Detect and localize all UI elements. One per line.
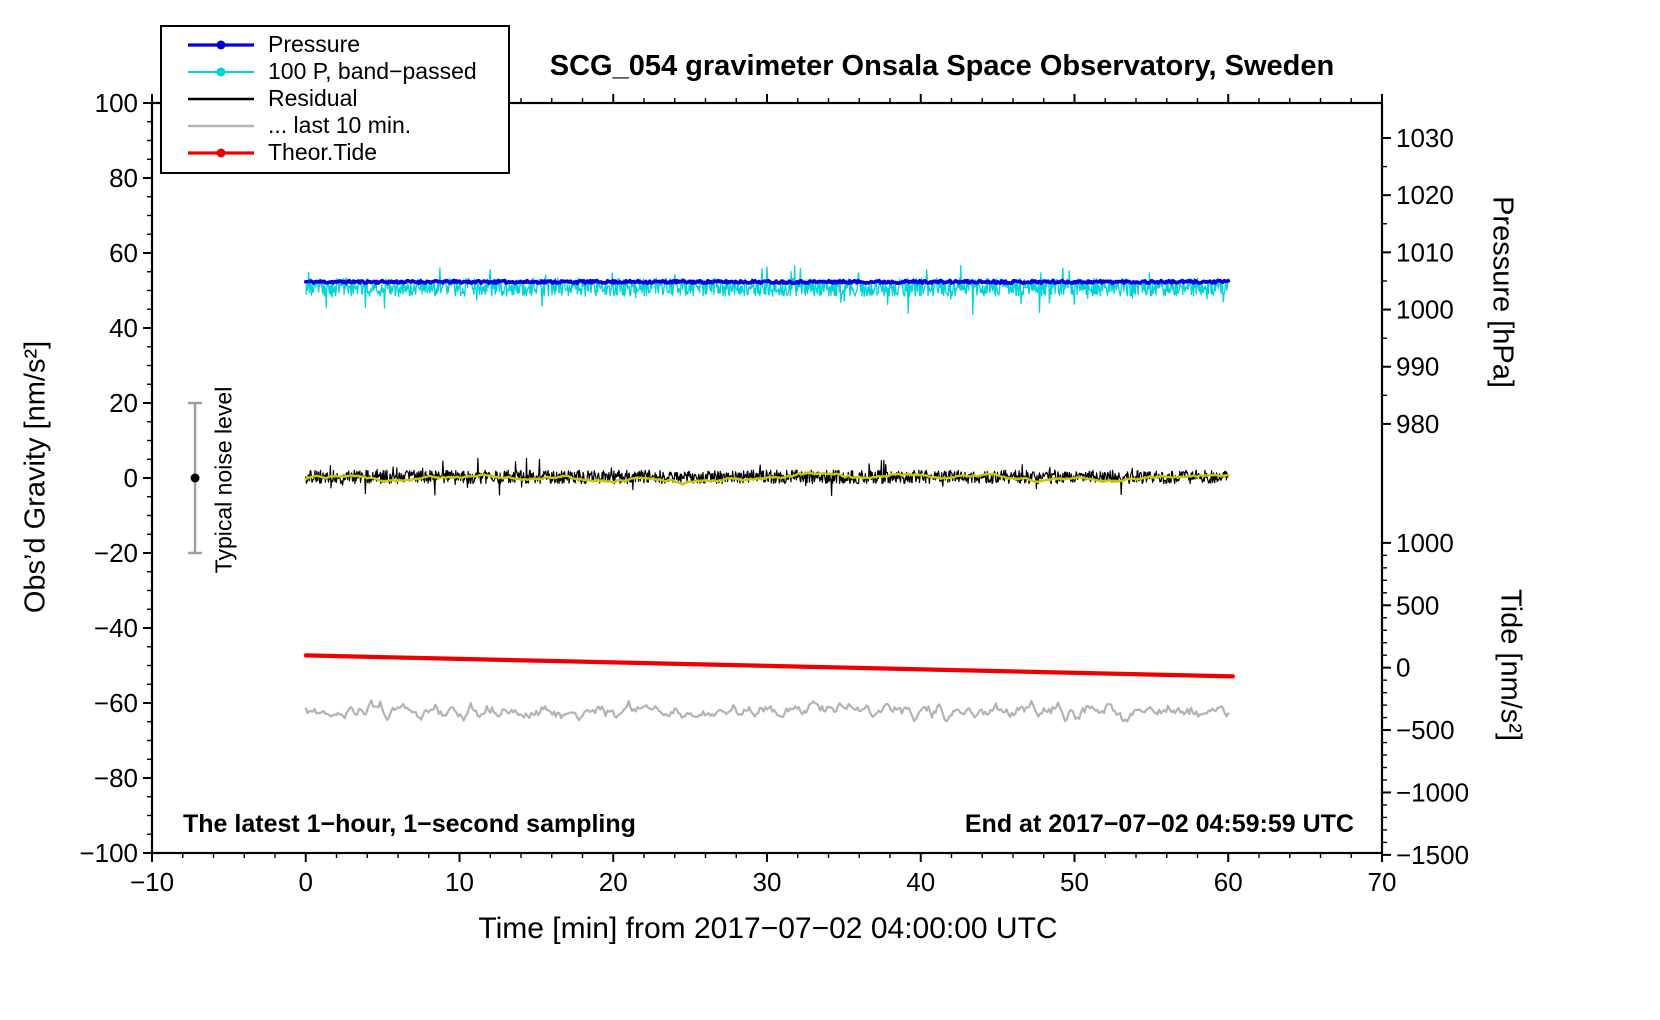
series-residual-low-passed: [304, 471, 1230, 486]
x-tick-label: 70: [1368, 867, 1397, 897]
gravity-tick-label: −20: [94, 538, 138, 568]
x-tick-label: 30: [753, 867, 782, 897]
tide-tick-label: 1000: [1396, 528, 1454, 558]
x-tick-label: 10: [445, 867, 474, 897]
legend-item-label: Residual: [268, 85, 358, 111]
legend-item-label: Pressure: [268, 31, 361, 57]
pressure-tick-label: 1000: [1396, 295, 1454, 325]
gravity-tick-label: −60: [94, 688, 138, 718]
pressure-tick-label: 1030: [1396, 123, 1454, 153]
series-theor-tide: [303, 653, 1235, 679]
gravity-tick-label: 40: [109, 313, 138, 343]
legend-item-label: Theor.Tide: [268, 139, 378, 165]
legend-item-last-10-min: ... last 10 min.: [162, 112, 508, 139]
legend-item-100-p-band-passed: 100 P, band−passed: [162, 58, 508, 85]
gravity-tick-label: 60: [109, 238, 138, 268]
legend-line-icon: [188, 97, 254, 100]
pressure-tick-label: 990: [1396, 352, 1439, 382]
series-100-p-band-passed: [305, 265, 1229, 316]
pressure-tick-label: 1020: [1396, 180, 1454, 210]
x-axis-label: Time [min] from 2017−07−02 04:00:00 UTC: [478, 912, 1058, 945]
y-axis-label-gravity: Obs’d Gravity [nm/s²]: [19, 340, 52, 614]
noise-bar-dot: [190, 473, 200, 483]
chart-title: SCG_054 gravimeter Onsala Space Observat…: [549, 50, 1335, 82]
x-tick-label: 60: [1214, 867, 1243, 897]
series-residual: [305, 457, 1229, 497]
series--last-10-min-: [304, 699, 1230, 723]
gravity-tick-label: 80: [109, 163, 138, 193]
tide-tick-label: 0: [1396, 653, 1410, 683]
x-tick-label: −10: [130, 867, 174, 897]
gravity-tick-label: 20: [109, 388, 138, 418]
pressure-tick-label: 1010: [1396, 237, 1454, 267]
tide-tick-label: −1500: [1396, 840, 1469, 870]
pressure-tick-label: 980: [1396, 409, 1439, 439]
tide-tick-label: 500: [1396, 590, 1439, 620]
annotation-sampling: The latest 1−hour, 1−second sampling: [183, 810, 636, 838]
tide-tick-label: −1000: [1396, 777, 1469, 807]
plot-frame: [150, 101, 1384, 855]
legend-dot-icon: [216, 67, 226, 76]
legend-item-label: 100 P, band−passed: [268, 58, 477, 84]
legend-item-residual: Residual: [162, 85, 508, 112]
gravity-tick-label: 0: [124, 463, 138, 493]
gravity-tick-label: −100: [79, 838, 138, 868]
legend-item-theor-tide: Theor.Tide: [162, 139, 508, 166]
legend: Pressure 100 P, band−passed Residual... la…: [160, 25, 510, 174]
gravity-tick-label: 100: [95, 88, 138, 118]
annotation-end-time: End at 2017−07−02 04:59:59 UTC: [964, 810, 1354, 838]
noise-level-label: Typical noise level: [210, 386, 237, 574]
series-pressure: [304, 278, 1231, 285]
legend-line-icon: [188, 148, 254, 157]
legend-line-icon: [188, 40, 254, 49]
legend-dot-icon: [216, 148, 226, 157]
legend-line-icon: [188, 67, 254, 76]
gravity-tick-label: −80: [94, 763, 138, 793]
legend-dot-icon: [216, 40, 226, 49]
tide-tick-label: −500: [1396, 715, 1455, 745]
x-tick-label: 20: [599, 867, 628, 897]
y-axis-label-tide: Tide [nm/s²]: [1494, 588, 1527, 742]
y-axis-label-pressure: Pressure [hPa]: [1486, 196, 1519, 388]
gravity-tick-label: −40: [94, 613, 138, 643]
legend-line-icon: [188, 124, 254, 127]
x-tick-label: 40: [906, 867, 935, 897]
x-tick-label: 0: [299, 867, 313, 897]
legend-item-label: ... last 10 min.: [268, 112, 412, 138]
legend-item-pressure: Pressure: [162, 31, 508, 58]
x-tick-label: 50: [1060, 867, 1089, 897]
